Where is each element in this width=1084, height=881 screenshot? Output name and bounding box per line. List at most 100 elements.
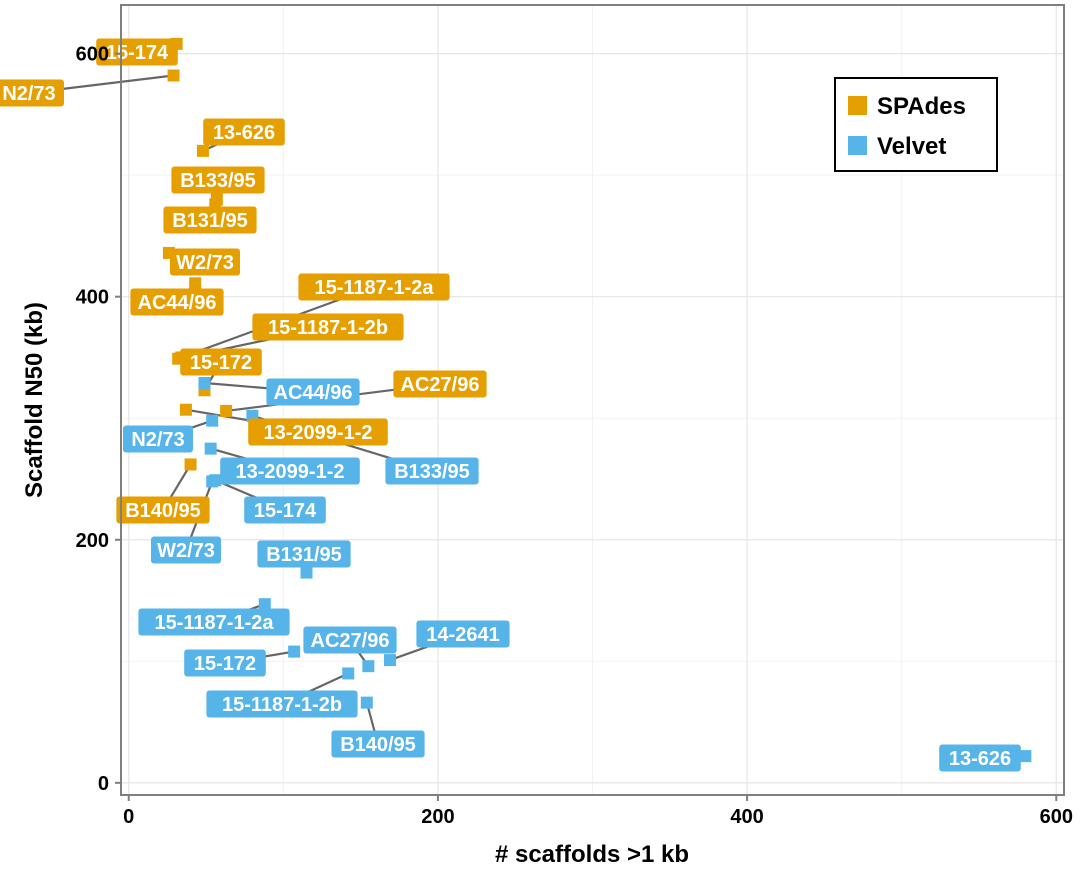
- point-label-text: 13-2099-1-2: [264, 422, 373, 444]
- x-tick-label: 200: [421, 806, 454, 828]
- point-label: B131/95: [257, 540, 351, 568]
- y-tick-label: 600: [76, 44, 109, 66]
- point-label-box: [331, 730, 425, 758]
- point-label-box: [298, 273, 450, 301]
- data-point: [204, 442, 217, 455]
- point-label-box: [393, 370, 487, 398]
- x-tick-label: 400: [730, 806, 763, 828]
- data-point: [206, 414, 219, 427]
- legend-swatch-velvet: [848, 136, 867, 155]
- point-label-text: 13-626: [949, 748, 1011, 770]
- point-label: B140/95: [116, 496, 210, 524]
- y-axis-title: Scaffold N50 (kb): [21, 302, 48, 498]
- y-tick-label: 0: [98, 773, 109, 795]
- point-label: W2/73: [170, 248, 240, 276]
- data-point: [1019, 750, 1032, 763]
- data-point: [206, 475, 219, 488]
- legend-label-velvet: Velvet: [877, 133, 946, 160]
- x-axis-title: # scaffolds >1 kb: [495, 841, 689, 868]
- point-label-box: [116, 496, 210, 524]
- point-label-text: B140/95: [340, 734, 416, 756]
- legend-swatch-spades: [848, 96, 867, 115]
- point-label-box: [0, 79, 64, 107]
- point-label: 13-2099-1-2: [248, 418, 388, 446]
- point-label-text: AC44/96: [274, 382, 353, 404]
- point-label-text: W2/73: [176, 252, 234, 274]
- point-label-text: 14-2641: [426, 624, 499, 646]
- point-label-text: W2/73: [157, 540, 215, 562]
- point-label: 15-172: [184, 649, 266, 677]
- point-label: 13-2099-1-2: [220, 457, 360, 485]
- point-label-box: [416, 620, 510, 648]
- y-tick-label: 200: [76, 530, 109, 552]
- point-label-text: 15-172: [194, 653, 256, 675]
- point-label: 13-626: [939, 744, 1021, 772]
- point-label-box: [184, 649, 266, 677]
- point-label-text: B131/95: [266, 544, 342, 566]
- point-label-box: [220, 457, 360, 485]
- data-point: [179, 403, 192, 416]
- point-label-box: [203, 118, 285, 146]
- data-point: [383, 654, 396, 667]
- point-label: 13-626: [203, 118, 285, 146]
- legend: SPAdes Velvet: [834, 77, 998, 172]
- point-label-text: B133/95: [180, 170, 256, 192]
- data-point: [220, 404, 233, 417]
- data-point: [258, 598, 271, 611]
- point-label: B131/95: [163, 206, 257, 234]
- plot-border: [120, 4, 1065, 796]
- point-label: AC44/96: [130, 288, 224, 316]
- point-label-box: [151, 536, 221, 564]
- point-label-box: [939, 744, 1021, 772]
- data-point: [360, 696, 373, 709]
- legend-label-spades: SPAdes: [877, 93, 966, 120]
- point-label-text: 15-1187-1-2a: [155, 612, 275, 634]
- point-label-box: [248, 418, 388, 446]
- data-point: [288, 645, 301, 658]
- point-label-text: 13-2099-1-2: [236, 461, 345, 483]
- point-label-box: [180, 348, 262, 376]
- point-label-text: 15-174: [254, 500, 317, 522]
- point-label-box: [171, 166, 265, 194]
- point-label-box: [138, 608, 290, 636]
- point-label: AC44/96: [266, 378, 360, 406]
- data-point: [196, 144, 209, 157]
- point-label: 15-1187-1-2a: [138, 608, 290, 636]
- data-points: [162, 37, 1032, 763]
- point-label-text: 15-1187-1-2b: [222, 694, 342, 716]
- legend-box: [834, 77, 998, 172]
- axis-ticks: 0 200 400 600 0 200 400 600: [76, 44, 1073, 828]
- point-label: N2/73: [0, 79, 64, 107]
- data-point: [300, 566, 313, 579]
- point-label-box: [252, 313, 404, 341]
- point-label-box: [385, 457, 479, 485]
- data-point: [189, 277, 202, 290]
- point-label-text: B133/95: [394, 461, 470, 483]
- point-label-box: [96, 38, 178, 66]
- point-label: B133/95: [171, 166, 265, 194]
- point-label-box: [303, 626, 397, 654]
- point-label: AC27/96: [393, 370, 487, 398]
- point-label: 15-174: [244, 496, 326, 524]
- data-point: [362, 660, 375, 673]
- point-label-box: [244, 496, 326, 524]
- point-label-text: 15-1187-1-2a: [315, 277, 435, 299]
- point-label-box: [266, 378, 360, 406]
- point-label-box: [163, 206, 257, 234]
- point-label-box: [170, 248, 240, 276]
- point-label-text: 13-626: [213, 122, 275, 144]
- point-label: 15-1187-1-2b: [252, 313, 404, 341]
- point-label-text: N2/73: [131, 429, 184, 451]
- x-tick-label: 0: [123, 806, 134, 828]
- point-label: 15-1187-1-2a: [298, 273, 450, 301]
- point-label: 14-2641: [416, 620, 510, 648]
- point-label-box: [130, 288, 224, 316]
- point-label-box: [206, 690, 358, 718]
- point-label-text: 15-172: [190, 352, 252, 374]
- point-label-box: [123, 425, 193, 453]
- point-label: B133/95: [385, 457, 479, 485]
- x-tick-label: 600: [1040, 806, 1073, 828]
- point-label-text: AC27/96: [311, 630, 390, 652]
- data-point: [167, 69, 180, 82]
